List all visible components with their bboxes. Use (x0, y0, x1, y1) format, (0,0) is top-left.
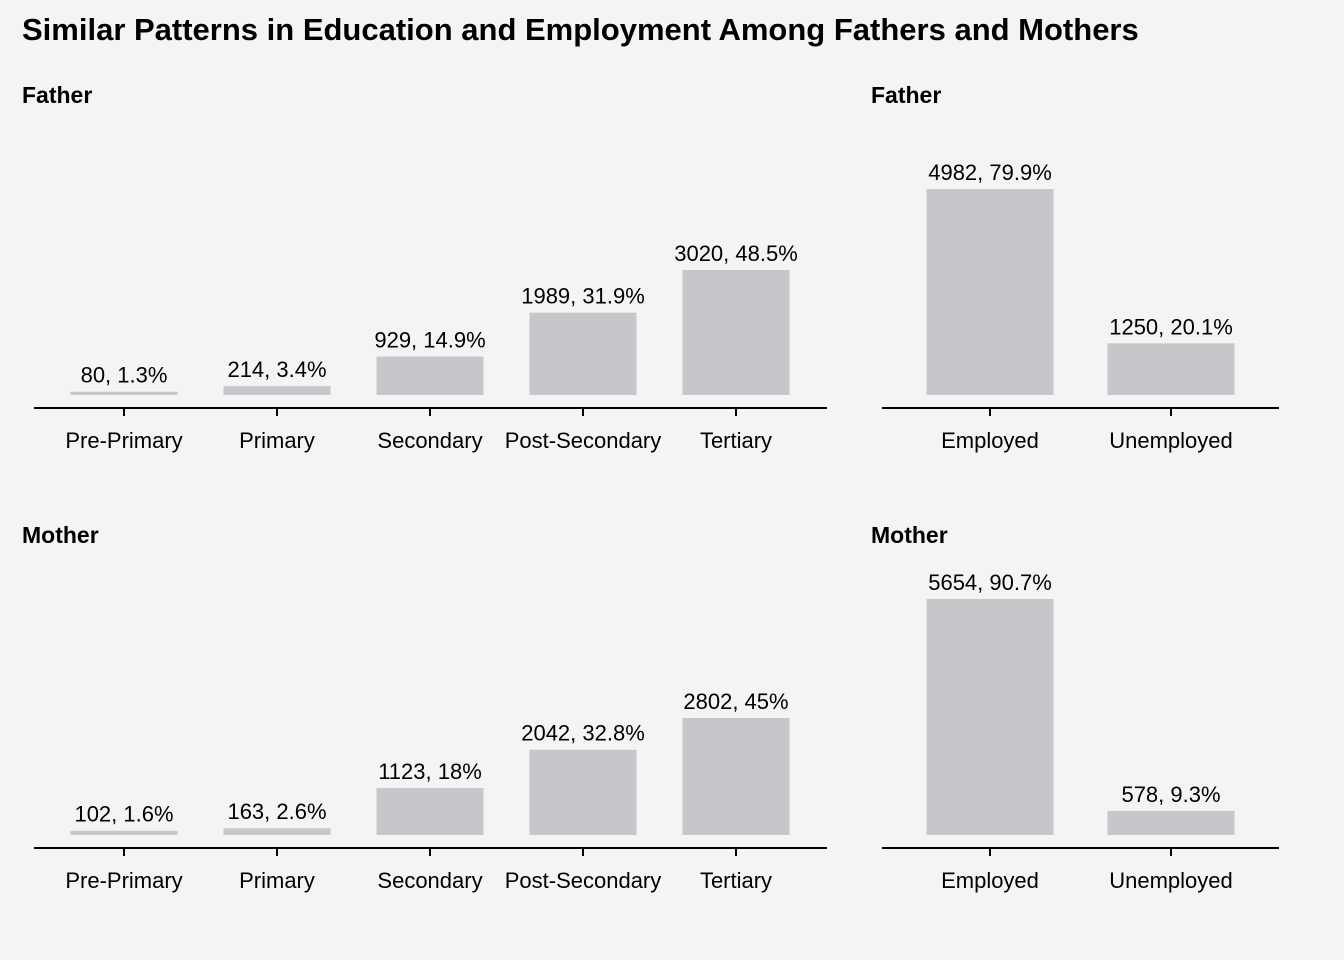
data-label: 5654, 90.7% (928, 570, 1052, 595)
mother-employment-chart: 5654, 90.7% Employed 578, 9.3% Unemployed (882, 570, 1279, 893)
bar-unemployed (1107, 343, 1235, 395)
data-label: 80, 1.3% (81, 363, 168, 388)
panel-title: Father (22, 82, 93, 108)
mother-education-chart: 102, 1.6% Pre-Primary 163, 2.6% Primary 1123… (34, 689, 827, 893)
x-tick-label: Pre-Primary (65, 428, 182, 453)
x-tick-label: Primary (239, 868, 315, 893)
bar-secondary (376, 356, 484, 395)
mother-employment-panel: Mother 5654, 90.7% Employed 578, 9.3% Unemp… (871, 522, 1291, 902)
data-label: 929, 14.9% (374, 328, 485, 353)
data-label: 3020, 48.5% (674, 241, 798, 266)
x-tick-label: Post-Secondary (505, 868, 662, 893)
x-tick-label: Secondary (377, 868, 482, 893)
data-label: 102, 1.6% (74, 802, 173, 827)
data-label: 2042, 32.8% (521, 721, 645, 746)
bar-secondary (376, 788, 484, 835)
bar-post-secondary (529, 749, 637, 835)
bar-employed (926, 189, 1054, 395)
panel-title: Mother (22, 522, 99, 548)
x-tick-label: Post-Secondary (505, 428, 662, 453)
panel-title: Mother (871, 522, 948, 548)
x-tick-label: Employed (941, 428, 1039, 453)
x-tick-label: Secondary (377, 428, 482, 453)
x-tick-label: Pre-Primary (65, 868, 182, 893)
data-label: 1123, 18% (378, 759, 482, 784)
x-tick-label: Primary (239, 428, 315, 453)
bar-unemployed (1107, 810, 1235, 835)
data-label: 578, 9.3% (1121, 782, 1220, 807)
bar-employed (926, 599, 1054, 835)
bar-primary (223, 386, 331, 395)
father-education-chart: 80, 1.3% Pre-Primary 214, 3.4% Primary 929, … (34, 241, 827, 453)
bar-tertiary (682, 718, 790, 835)
mother-education-panel: Mother 102, 1.6% Pre-Primary 163, 2.6% Prim… (22, 522, 842, 902)
data-label: 1250, 20.1% (1109, 314, 1233, 339)
bar-pre-primary (70, 830, 178, 835)
chart-title: Similar Patterns in Education and Employ… (22, 12, 1139, 47)
panel-title: Father (871, 82, 942, 108)
x-tick-label: Unemployed (1109, 428, 1233, 453)
bar-primary (223, 828, 331, 835)
bar-tertiary (682, 270, 790, 395)
x-tick-label: Tertiary (700, 868, 772, 893)
data-label: 1989, 31.9% (521, 284, 645, 309)
bar-post-secondary (529, 312, 637, 395)
x-tick-label: Unemployed (1109, 868, 1233, 893)
father-education-panel: Father 80, 1.3% Pre-Primary 214, 3.4% Prima… (22, 82, 842, 462)
data-label: 214, 3.4% (227, 357, 326, 382)
father-employment-chart: 4982, 79.9% Employed 1250, 20.1% Unemployed (882, 160, 1279, 453)
bar-pre-primary (70, 391, 178, 395)
data-label: 2802, 45% (683, 689, 788, 714)
data-label: 163, 2.6% (227, 799, 326, 824)
data-label: 4982, 79.9% (928, 160, 1052, 185)
x-tick-label: Employed (941, 868, 1039, 893)
x-tick-label: Tertiary (700, 428, 772, 453)
father-employment-panel: Father 4982, 79.9% Employed 1250, 20.1% Une… (871, 82, 1291, 462)
